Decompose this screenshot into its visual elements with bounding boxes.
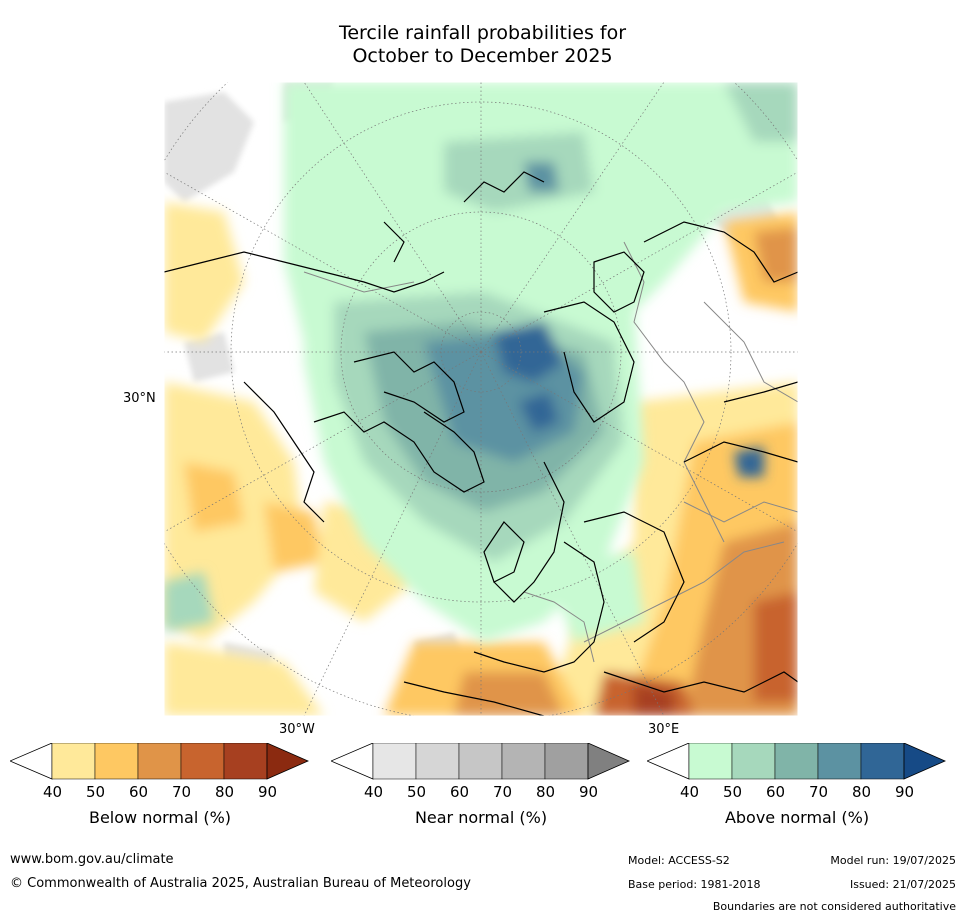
- above-bin-4: [817, 742, 862, 780]
- below-tick: 80: [215, 783, 235, 801]
- below-tick: 70: [172, 783, 192, 801]
- above-bin-0: [645, 742, 690, 780]
- colorbar-near-svg: [329, 742, 630, 780]
- near-tick: 40: [364, 783, 384, 801]
- below-bin-6: [266, 742, 309, 780]
- below-bin-1: [51, 742, 96, 780]
- near-bin-6: [587, 742, 630, 780]
- colorbar-below: [8, 742, 310, 785]
- near-tick: 60: [450, 783, 470, 801]
- above-bin-2: [731, 742, 776, 780]
- above-tick: 80: [852, 783, 872, 801]
- above-tick: 70: [809, 783, 829, 801]
- below-bin-0: [8, 742, 53, 780]
- below-bin-3: [137, 742, 182, 780]
- below-bin-2: [94, 742, 139, 780]
- below-tick: 40: [43, 783, 63, 801]
- title-line-1: Tercile rainfall probabilities for: [338, 22, 627, 44]
- title-line-2: October to December 2025: [352, 45, 613, 67]
- near-bin-0: [329, 742, 374, 780]
- above-bin-1: [688, 742, 733, 780]
- above-bin-6: [903, 742, 946, 780]
- below-bin-4: [180, 742, 225, 780]
- probability-map: [164, 82, 798, 716]
- footer-disclaimer: Boundaries are not considered authoritat…: [712, 900, 956, 913]
- footer-issued: Issued: 21/07/2025: [849, 878, 956, 891]
- near-bin-5: [544, 742, 589, 780]
- above-tick: 40: [680, 783, 700, 801]
- lon-label-30e: 30°E: [648, 722, 680, 737]
- near-tick: 90: [579, 783, 599, 801]
- colorbar-near-label: Near normal (%): [414, 808, 548, 827]
- country-boundaries: [303, 241, 798, 663]
- map-title: Tercile rainfall probabilities for Octob…: [0, 22, 965, 68]
- colorbar-above-svg: [645, 742, 946, 780]
- colorbar-below-svg: [8, 742, 309, 780]
- above-bin-5: [860, 742, 905, 780]
- above-tick: 50: [723, 783, 743, 801]
- near-bin-3: [458, 742, 503, 780]
- colorbar-below-label: Below normal (%): [88, 808, 232, 827]
- below-bin-5: [223, 742, 268, 780]
- graticule: [164, 82, 798, 716]
- near-tick: 50: [407, 783, 427, 801]
- footer-base-period: Base period: 1981-2018: [628, 878, 761, 891]
- footer-model: Model: ACCESS-S2: [628, 854, 730, 867]
- colorbar-above-label: Above normal (%): [724, 808, 870, 827]
- footer-model-run: Model run: 19/07/2025: [830, 854, 956, 867]
- above-normal-field: [164, 82, 798, 642]
- near-bin-1: [372, 742, 417, 780]
- footer-copyright: © Commonwealth of Australia 2025, Austra…: [10, 876, 471, 891]
- below-tick: 60: [129, 783, 149, 801]
- map-svg: [164, 82, 798, 716]
- above-tick: 90: [895, 783, 915, 801]
- colorbar-above: [645, 742, 947, 785]
- lon-label-30w: 30°W: [279, 722, 315, 737]
- below-tick: 50: [86, 783, 106, 801]
- near-tick: 80: [536, 783, 556, 801]
- above-bin-3: [774, 742, 819, 780]
- coastlines: [164, 171, 798, 716]
- lat-label-30n: 30°N: [123, 391, 156, 406]
- colorbar-near: [329, 742, 631, 785]
- near-bin-2: [415, 742, 460, 780]
- below-tick: 90: [258, 783, 278, 801]
- above-tick: 60: [766, 783, 786, 801]
- footer-website[interactable]: www.bom.gov.au/climate: [10, 852, 174, 867]
- near-bin-4: [501, 742, 546, 780]
- near-tick: 70: [493, 783, 513, 801]
